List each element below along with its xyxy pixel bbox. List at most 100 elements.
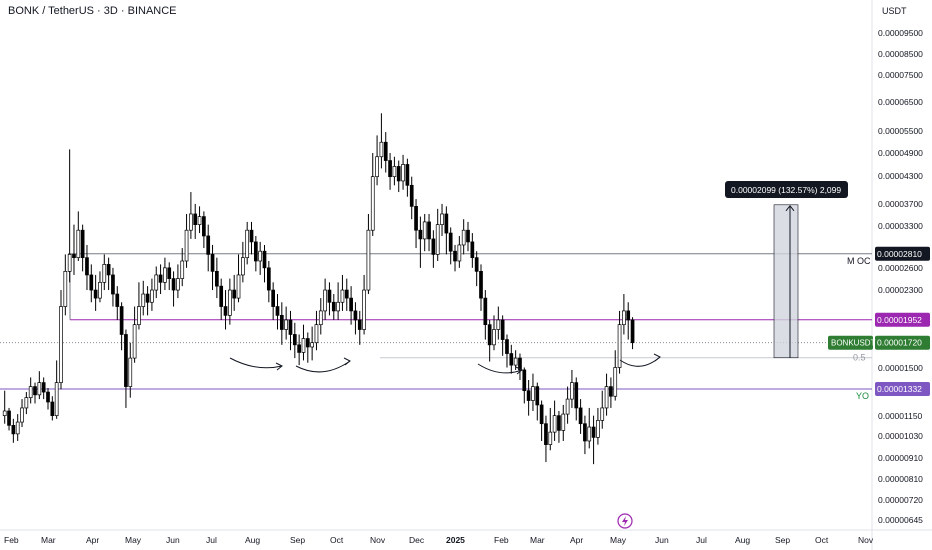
candle[interactable]: [72, 254, 76, 259]
candle[interactable]: [158, 274, 163, 283]
candle[interactable]: [613, 367, 618, 397]
candle[interactable]: [59, 306, 63, 383]
candle[interactable]: [271, 289, 276, 307]
candle[interactable]: [223, 306, 228, 316]
candle[interactable]: [292, 334, 297, 346]
candle[interactable]: [54, 382, 59, 417]
candle[interactable]: [24, 397, 29, 409]
candle[interactable]: [414, 206, 418, 231]
candle[interactable]: [89, 274, 94, 291]
candle[interactable]: [189, 213, 193, 231]
candle[interactable]: [583, 423, 587, 442]
candle[interactable]: [11, 425, 16, 435]
candle[interactable]: [275, 306, 280, 316]
candle[interactable]: [154, 274, 159, 291]
candle[interactable]: [444, 213, 449, 234]
candle[interactable]: [102, 264, 107, 283]
candle[interactable]: [500, 319, 505, 340]
candle[interactable]: [219, 285, 224, 307]
candle[interactable]: [457, 244, 462, 262]
candle[interactable]: [115, 293, 120, 307]
candle[interactable]: [305, 338, 310, 348]
candle[interactable]: [141, 293, 146, 307]
candle[interactable]: [353, 310, 358, 321]
candle[interactable]: [418, 229, 423, 240]
candle[interactable]: [557, 415, 561, 431]
candle[interactable]: [383, 141, 388, 161]
candle[interactable]: [297, 344, 301, 353]
candle[interactable]: [28, 386, 33, 399]
candle[interactable]: [253, 241, 258, 262]
candle[interactable]: [357, 319, 362, 330]
candle[interactable]: [622, 310, 626, 326]
candle[interactable]: [301, 338, 306, 353]
candle[interactable]: [600, 407, 605, 421]
candle[interactable]: [405, 164, 410, 186]
candle[interactable]: [604, 386, 609, 409]
candle[interactable]: [591, 426, 596, 438]
candle[interactable]: [617, 324, 622, 368]
candle[interactable]: [150, 289, 154, 303]
candle[interactable]: [570, 382, 574, 400]
candle[interactable]: [531, 386, 535, 401]
candle[interactable]: [202, 216, 206, 237]
candle[interactable]: [453, 250, 457, 262]
candle[interactable]: [266, 267, 271, 291]
candle[interactable]: [176, 278, 180, 291]
candle[interactable]: [67, 254, 72, 272]
candle[interactable]: [232, 289, 237, 299]
candle[interactable]: [561, 413, 566, 431]
candle[interactable]: [375, 156, 379, 178]
candle[interactable]: [167, 267, 172, 279]
candle[interactable]: [483, 297, 488, 326]
candle[interactable]: [509, 353, 514, 366]
candle[interactable]: [163, 267, 167, 283]
candle[interactable]: [578, 407, 583, 425]
candle[interactable]: [128, 357, 133, 387]
candle[interactable]: [80, 229, 85, 259]
candle[interactable]: [431, 238, 436, 255]
candle[interactable]: [106, 264, 111, 276]
candle[interactable]: [111, 274, 115, 295]
candle[interactable]: [609, 386, 613, 397]
candle[interactable]: [544, 423, 548, 445]
candle[interactable]: [258, 250, 263, 262]
candle[interactable]: [124, 334, 128, 387]
candle[interactable]: [210, 254, 215, 272]
candle[interactable]: [461, 229, 466, 246]
candle[interactable]: [279, 315, 284, 330]
candle[interactable]: [63, 271, 68, 307]
candle[interactable]: [466, 229, 470, 243]
candle[interactable]: [318, 310, 323, 326]
candle[interactable]: [132, 324, 137, 359]
candle[interactable]: [262, 250, 267, 269]
candle[interactable]: [323, 289, 327, 312]
candle[interactable]: [552, 415, 557, 433]
candle[interactable]: [492, 329, 496, 346]
candle[interactable]: [565, 398, 570, 415]
candle[interactable]: [171, 278, 176, 291]
candle[interactable]: [46, 391, 50, 403]
candle[interactable]: [487, 324, 492, 346]
candle[interactable]: [427, 221, 431, 240]
candle[interactable]: [535, 386, 540, 406]
candle[interactable]: [526, 390, 531, 401]
candle[interactable]: [249, 229, 254, 243]
candle[interactable]: [206, 235, 211, 255]
candle[interactable]: [539, 404, 544, 425]
candle[interactable]: [137, 306, 141, 326]
candle[interactable]: [479, 271, 483, 299]
candle[interactable]: [370, 176, 375, 231]
candle[interactable]: [448, 232, 453, 252]
candle[interactable]: [331, 301, 336, 312]
candle[interactable]: [228, 289, 232, 316]
candle[interactable]: [435, 224, 440, 255]
candle[interactable]: [362, 289, 366, 330]
candle[interactable]: [93, 289, 98, 299]
candle[interactable]: [241, 257, 245, 276]
candle[interactable]: [314, 324, 319, 344]
candle[interactable]: [184, 229, 189, 262]
candle[interactable]: [513, 357, 518, 366]
candle[interactable]: [236, 274, 241, 299]
